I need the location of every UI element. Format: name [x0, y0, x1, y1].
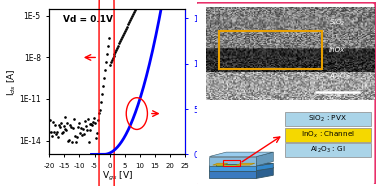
Text: Vd = 0.1V: Vd = 0.1V [63, 15, 113, 24]
FancyBboxPatch shape [195, 2, 376, 186]
Text: SiO$_2$: SiO$_2$ [329, 18, 345, 28]
Polygon shape [209, 152, 273, 156]
Polygon shape [256, 167, 273, 178]
Text: Al$_2$O$_3$ : GI: Al$_2$O$_3$ : GI [310, 145, 346, 155]
Bar [285, 112, 371, 126]
Polygon shape [236, 163, 255, 165]
Polygon shape [209, 171, 256, 178]
Bar [219, 31, 322, 69]
Polygon shape [216, 164, 240, 166]
Bar [223, 160, 240, 166]
Text: InOx: InOx [329, 47, 345, 53]
Bar [285, 128, 371, 142]
Polygon shape [213, 163, 228, 165]
Polygon shape [256, 152, 273, 166]
Bar [285, 143, 371, 157]
Text: Al$_2$O$_3$: Al$_2$O$_3$ [329, 71, 350, 82]
Text: 5 nm: 5 nm [329, 92, 345, 97]
Polygon shape [209, 163, 273, 166]
Polygon shape [209, 156, 256, 166]
Polygon shape [209, 166, 256, 171]
Text: SiO$_2$ : PVX: SiO$_2$ : PVX [308, 114, 347, 124]
X-axis label: V$_{gs}$ [V]: V$_{gs}$ [V] [102, 170, 133, 183]
Polygon shape [209, 167, 273, 171]
Text: InO$_x$ : Channel: InO$_x$ : Channel [301, 129, 355, 140]
Y-axis label: I$_{ds}$ [A]: I$_{ds}$ [A] [5, 68, 17, 96]
Polygon shape [256, 163, 273, 171]
